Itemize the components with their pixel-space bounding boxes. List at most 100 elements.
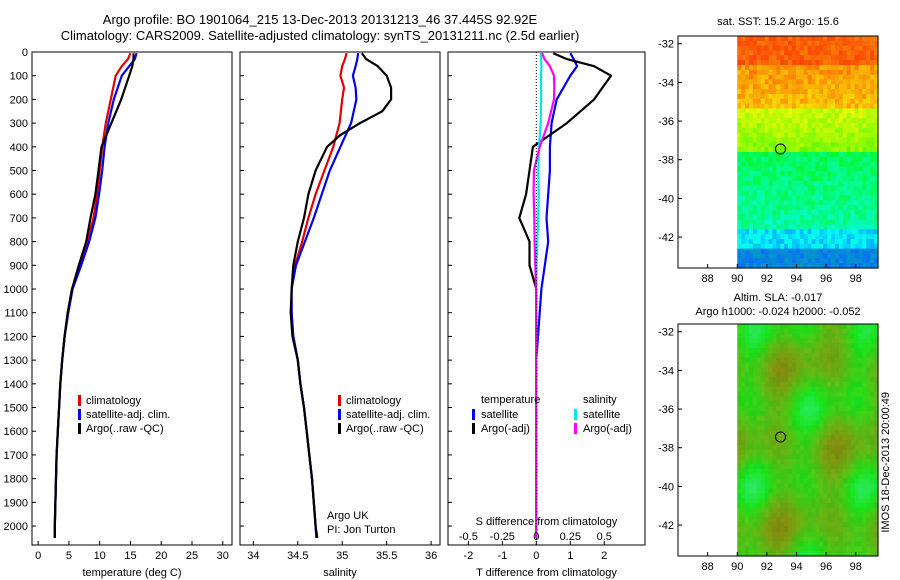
heatmap-cell [842, 536, 848, 543]
heatmap-cell [737, 171, 742, 177]
heatmap-cell [850, 502, 856, 509]
heatmap-cell [842, 200, 848, 206]
heatmap-cell [748, 224, 754, 230]
heatmap-cell [815, 425, 820, 431]
heatmap-cell [874, 493, 879, 499]
heatmap-cell [858, 108, 863, 114]
heatmap-cell [866, 40, 871, 47]
heatmap-cell [874, 239, 879, 245]
heatmap-cell [858, 449, 863, 456]
heatmap-cell [811, 234, 817, 240]
heatmap-cell [741, 367, 746, 373]
heatmap-cell [788, 156, 793, 163]
heatmap-cell [768, 147, 774, 153]
heatmap-cell [827, 258, 832, 264]
heatmap-cell [866, 541, 871, 547]
heatmap-cell [745, 478, 750, 485]
heatmap-cell [846, 166, 852, 172]
heatmap-cell [831, 195, 836, 201]
heatmap-cell [835, 195, 840, 201]
heatmap-cell [827, 527, 832, 533]
heatmap-cell [748, 333, 754, 340]
heatmap-cell [760, 469, 766, 475]
heatmap-cell [741, 118, 746, 124]
heatmap-cell [838, 147, 844, 153]
heatmap-cell [807, 502, 813, 509]
heatmap-cell [842, 546, 848, 552]
heatmap-cell [819, 444, 824, 451]
heatmap-cell [776, 118, 781, 124]
heatmap-cell [846, 502, 852, 509]
heatmap-cell [799, 391, 805, 398]
heatmap-cell [737, 420, 742, 427]
heatmap-cell [827, 473, 832, 480]
heatmap-cell [850, 449, 856, 456]
heatmap-cell [760, 425, 766, 431]
heatmap-cell [874, 391, 879, 398]
heatmap-cell [748, 161, 754, 168]
map-y-tick-label: -42 [658, 520, 674, 532]
heatmap-cell [803, 243, 809, 250]
heatmap-cell [835, 522, 840, 528]
heatmap-cell [846, 488, 852, 494]
heatmap-cell [784, 156, 789, 163]
heatmap-cell [874, 253, 879, 259]
heatmap-cell [768, 253, 774, 259]
heatmap-cell [791, 372, 797, 378]
heatmap-cell [776, 137, 781, 143]
heatmap-cell [752, 478, 758, 485]
heatmap-cell [850, 372, 856, 378]
heatmap-cell [756, 123, 762, 129]
heatmap-cell [866, 536, 871, 543]
heatmap-cell [815, 219, 820, 226]
heatmap-cell [764, 36, 770, 42]
heatmap-cell [780, 103, 785, 110]
heatmap-cell [748, 108, 754, 114]
heatmap-cell [784, 185, 789, 192]
heatmap-cell [748, 372, 754, 378]
heatmap-cell [815, 464, 820, 470]
heatmap-cell [791, 415, 797, 422]
heatmap-cell [823, 522, 828, 528]
heatmap-cell [752, 357, 758, 364]
heatmap-cell [788, 522, 793, 528]
heatmap-cell [807, 113, 813, 119]
legend-label: Argo(-adj) [481, 423, 530, 435]
heatmap-cell [842, 324, 848, 330]
heatmap-cell [784, 541, 789, 547]
heatmap-cell [870, 415, 875, 422]
heatmap-cell [827, 464, 832, 470]
heatmap-cell [764, 469, 770, 475]
heatmap-cell [823, 152, 828, 158]
heatmap-cell [780, 152, 785, 158]
heatmap-cell [803, 113, 809, 119]
heatmap-cell [846, 531, 852, 538]
heatmap-cell [737, 253, 742, 259]
heatmap-cell [803, 40, 809, 47]
heatmap-cell [803, 411, 809, 417]
heatmap-cell [741, 142, 746, 148]
heatmap-cell [866, 258, 871, 264]
heatmap-cell [737, 488, 742, 494]
heatmap-cell [784, 483, 789, 489]
heatmap-cell [748, 50, 754, 56]
map-y-tick-label: -42 [658, 232, 674, 244]
heatmap-cell [760, 440, 766, 446]
heatmap-cell [741, 377, 746, 383]
heatmap-cell [784, 473, 789, 480]
heatmap-cell [799, 324, 805, 330]
heatmap-cell [811, 338, 817, 344]
heatmap-cell [846, 512, 852, 518]
heatmap-cell [799, 210, 805, 216]
heatmap-cell [741, 190, 746, 197]
heatmap-cell [827, 224, 832, 230]
heatmap-cell [780, 234, 785, 240]
heatmap-cell [854, 469, 860, 475]
heatmap-cell [756, 512, 762, 518]
heatmap-cell [831, 185, 836, 192]
heatmap-cell [831, 200, 836, 206]
heatmap-cell [795, 89, 801, 95]
heatmap-cell [780, 469, 785, 475]
heatmap-cell [850, 40, 856, 47]
heatmap-cell [866, 147, 871, 153]
